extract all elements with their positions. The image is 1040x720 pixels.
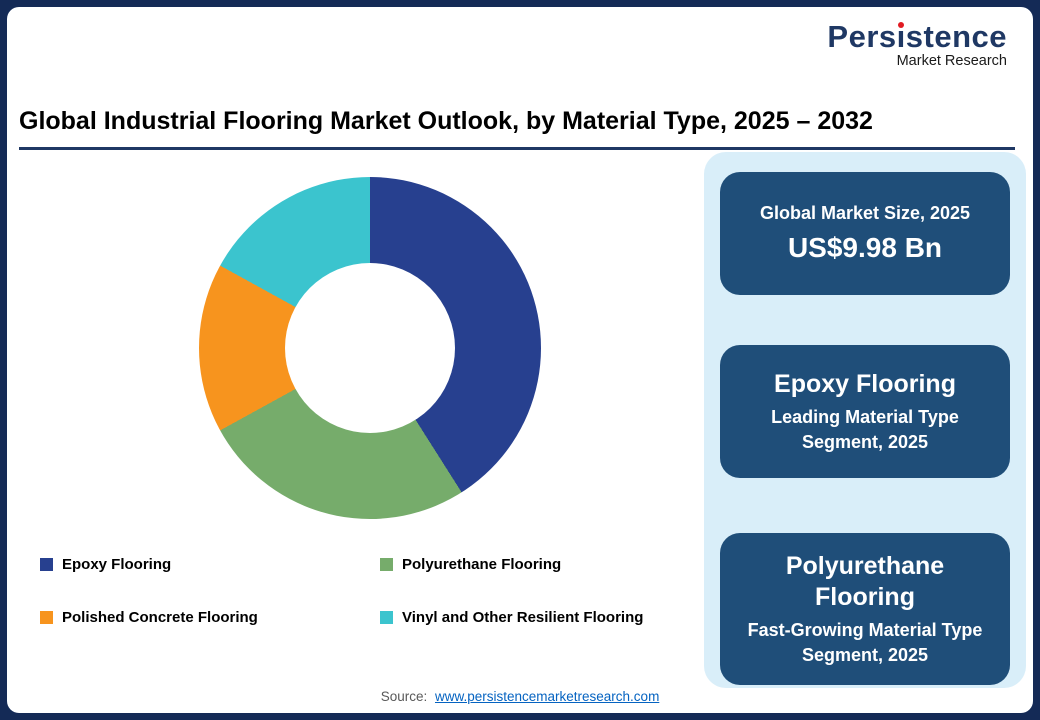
highlight-card-leading-segment: Epoxy Flooring Leading Material Type Seg… <box>720 345 1010 478</box>
legend-swatch-epoxy <box>40 558 53 571</box>
legend-label: Polyurethane Flooring <box>402 556 562 573</box>
donut-chart <box>199 177 541 519</box>
page-title: Global Industrial Flooring Market Outloo… <box>19 107 873 135</box>
legend-item-polished-concrete-flooring: Polished Concrete Flooring <box>40 609 380 626</box>
brand-subtitle: Market Research <box>896 53 1007 69</box>
legend-swatch-vinyl-resilient <box>380 611 393 624</box>
legend-swatch-polyurethane <box>380 558 393 571</box>
source-label: Source: <box>380 689 428 704</box>
fast-growing-segment-name: Polyurethane Flooring <box>785 551 945 612</box>
title-underline <box>19 147 1015 150</box>
market-size-value: US$9.98 Bn <box>787 232 943 263</box>
highlight-panel: Global Market Size, 2025 US$9.98 Bn Epox… <box>704 152 1026 688</box>
brand-logo: Persı stence Market Research <box>827 21 1007 69</box>
highlight-card-fast-growing-segment: Polyurethane Flooring Fast-Growing Mater… <box>720 533 1010 685</box>
market-size-label: Global Market Size, 2025 <box>759 203 971 223</box>
legend-label: Vinyl and Other Resilient Flooring <box>402 609 644 626</box>
fast-growing-segment-caption: Fast-Growing Material Type Segment, 2025 <box>747 620 983 665</box>
legend-item-polyurethane-flooring: Polyurethane Flooring <box>380 556 643 573</box>
legend-item-vinyl-resilient-flooring: Vinyl and Other Resilient Flooring <box>380 609 643 626</box>
infographic-card: Persı stence Market Research Global Indus… <box>7 7 1033 713</box>
leading-segment-caption: Leading Material Type Segment, 2025 <box>771 407 959 452</box>
legend-label: Polished Concrete Flooring <box>62 609 258 626</box>
legend-label: Epoxy Flooring <box>62 556 172 573</box>
source-link[interactable]: www.persistencemarketresearch.com <box>434 689 660 704</box>
leading-segment-name: Epoxy Flooring <box>774 370 956 399</box>
source-line: Source: www.persistencemarketresearch.co… <box>7 689 1033 704</box>
legend-swatch-polished-concrete <box>40 611 53 624</box>
highlight-card-market-size: Global Market Size, 2025 US$9.98 Bn <box>720 172 1010 295</box>
legend-item-epoxy-flooring: Epoxy Flooring <box>40 556 380 573</box>
brand-name: Persı stence <box>827 19 1007 54</box>
chart-legend: Epoxy Flooring Polyurethane Flooring Pol… <box>40 556 643 626</box>
